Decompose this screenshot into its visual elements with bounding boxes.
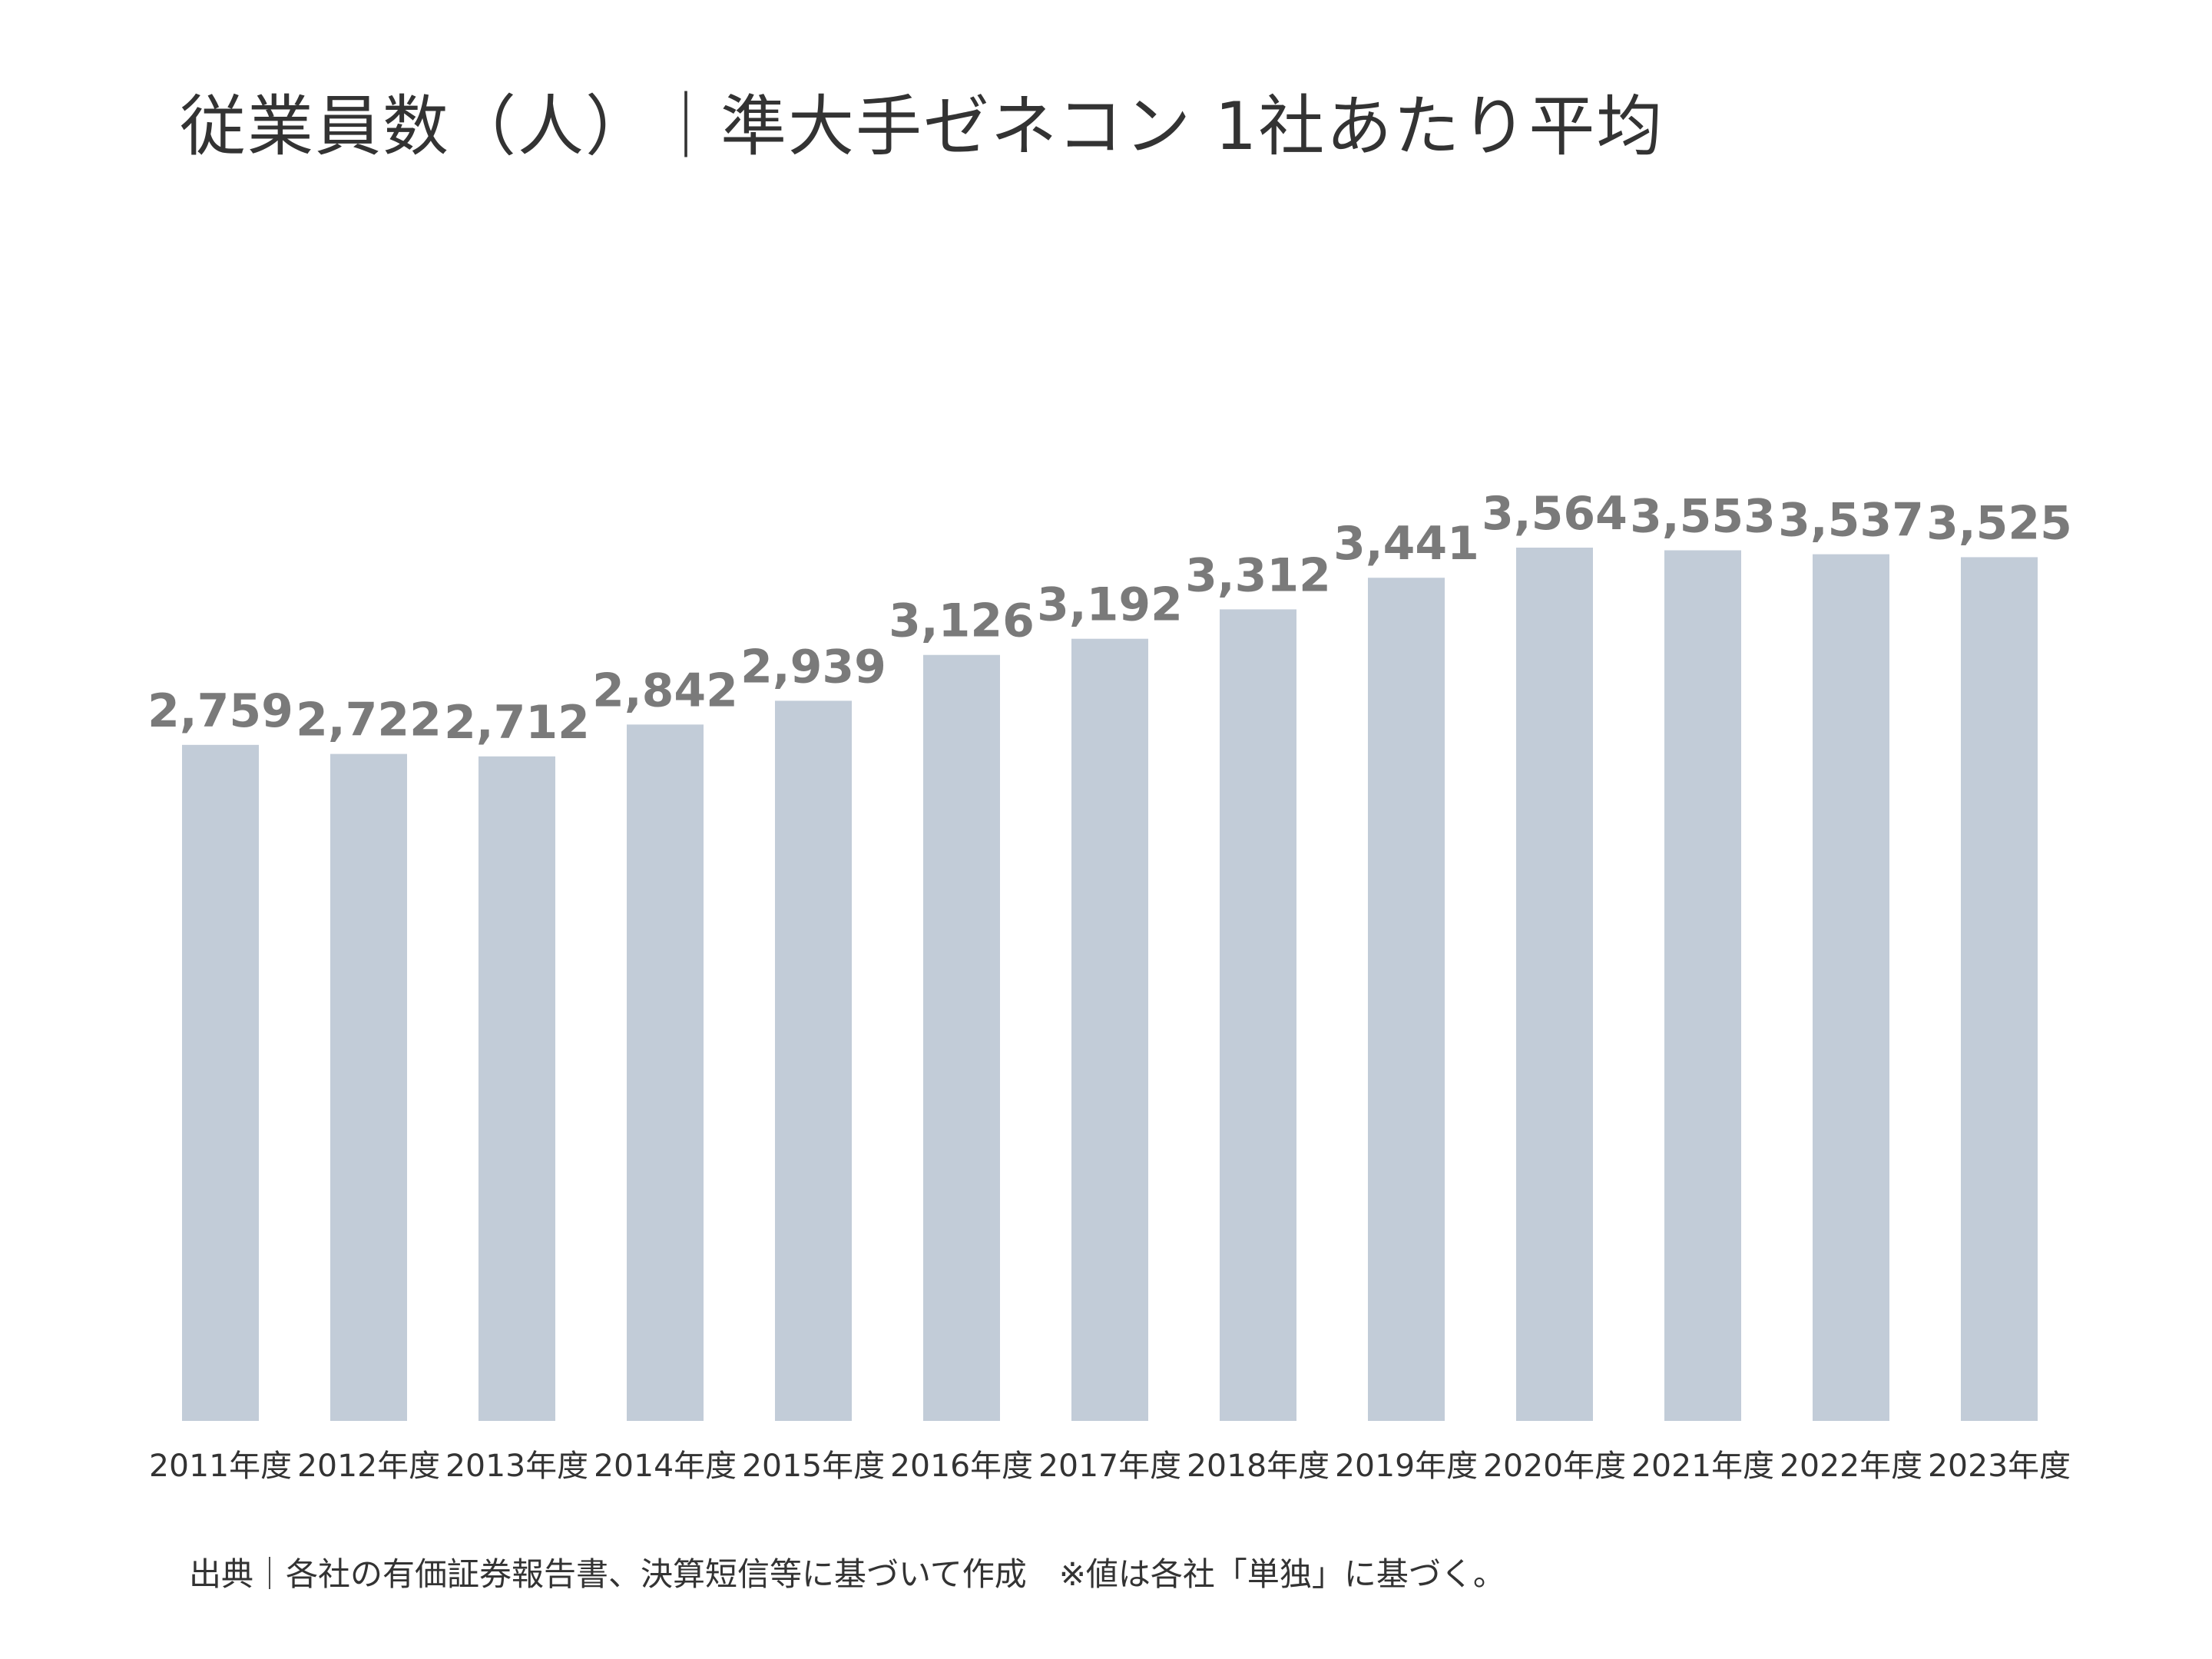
bar-2016年度: [923, 654, 1000, 1421]
value-label: 2,759: [147, 684, 293, 738]
category-label: 2016年度: [890, 1449, 1033, 1484]
category-label: 2014年度: [594, 1449, 737, 1484]
value-label: 3,312: [1185, 548, 1331, 602]
value-label: 3,192: [1037, 578, 1183, 632]
bar-2012年度: [330, 753, 407, 1421]
category-label: 2021年度: [1631, 1449, 1774, 1484]
value-label: 2,712: [444, 696, 590, 750]
bar-2018年度: [1220, 609, 1296, 1421]
bar-2014年度: [627, 724, 704, 1421]
category-label: 2011年度: [149, 1449, 292, 1484]
category-label: 2020年度: [1483, 1449, 1626, 1484]
bar-2011年度: [182, 744, 259, 1421]
value-label: 2,939: [740, 640, 886, 694]
value-label: 3,441: [1333, 517, 1479, 571]
value-label: 3,537: [1778, 494, 1924, 548]
bar-2013年度: [478, 756, 555, 1421]
category-labels-group: 2011年度 2012年度 2013年度 2014年度 2015年度 2016年度 2017…: [149, 1449, 2071, 1484]
category-label: 2017年度: [1038, 1449, 1181, 1484]
source-note: 出典｜各社の有価証券報告書、決算短信等に基づいて作成 ※値は各社「単独」に基づく…: [189, 1555, 1505, 1593]
category-label: 2022年度: [1780, 1449, 1922, 1484]
bar-2020年度: [1516, 548, 1593, 1421]
value-label: 3,525: [1926, 496, 2072, 550]
value-label: 3,553: [1630, 490, 1776, 544]
category-label: 2015年度: [742, 1449, 885, 1484]
category-label: 2023年度: [1928, 1449, 2071, 1484]
category-label: 2018年度: [1187, 1449, 1330, 1484]
value-label: 2,722: [296, 694, 442, 747]
bar-2022年度: [1813, 554, 1889, 1421]
bar-2015年度: [775, 700, 852, 1421]
bars-group: [182, 548, 2038, 1421]
value-label: 2,842: [592, 664, 738, 717]
category-label: 2013年度: [445, 1449, 588, 1484]
bar-2017年度: [1071, 638, 1148, 1421]
value-label: 3,564: [1482, 487, 1628, 541]
category-label: 2012年度: [297, 1449, 440, 1484]
bar-2019年度: [1368, 578, 1445, 1421]
bar-2023年度: [1961, 557, 2038, 1421]
bar-2021年度: [1664, 550, 1741, 1421]
value-label: 3,126: [889, 594, 1035, 648]
category-label: 2019年度: [1335, 1449, 1478, 1484]
chart-title: 従業員数（人）｜準大手ゼネコン 1社あたり平均: [180, 88, 1664, 165]
